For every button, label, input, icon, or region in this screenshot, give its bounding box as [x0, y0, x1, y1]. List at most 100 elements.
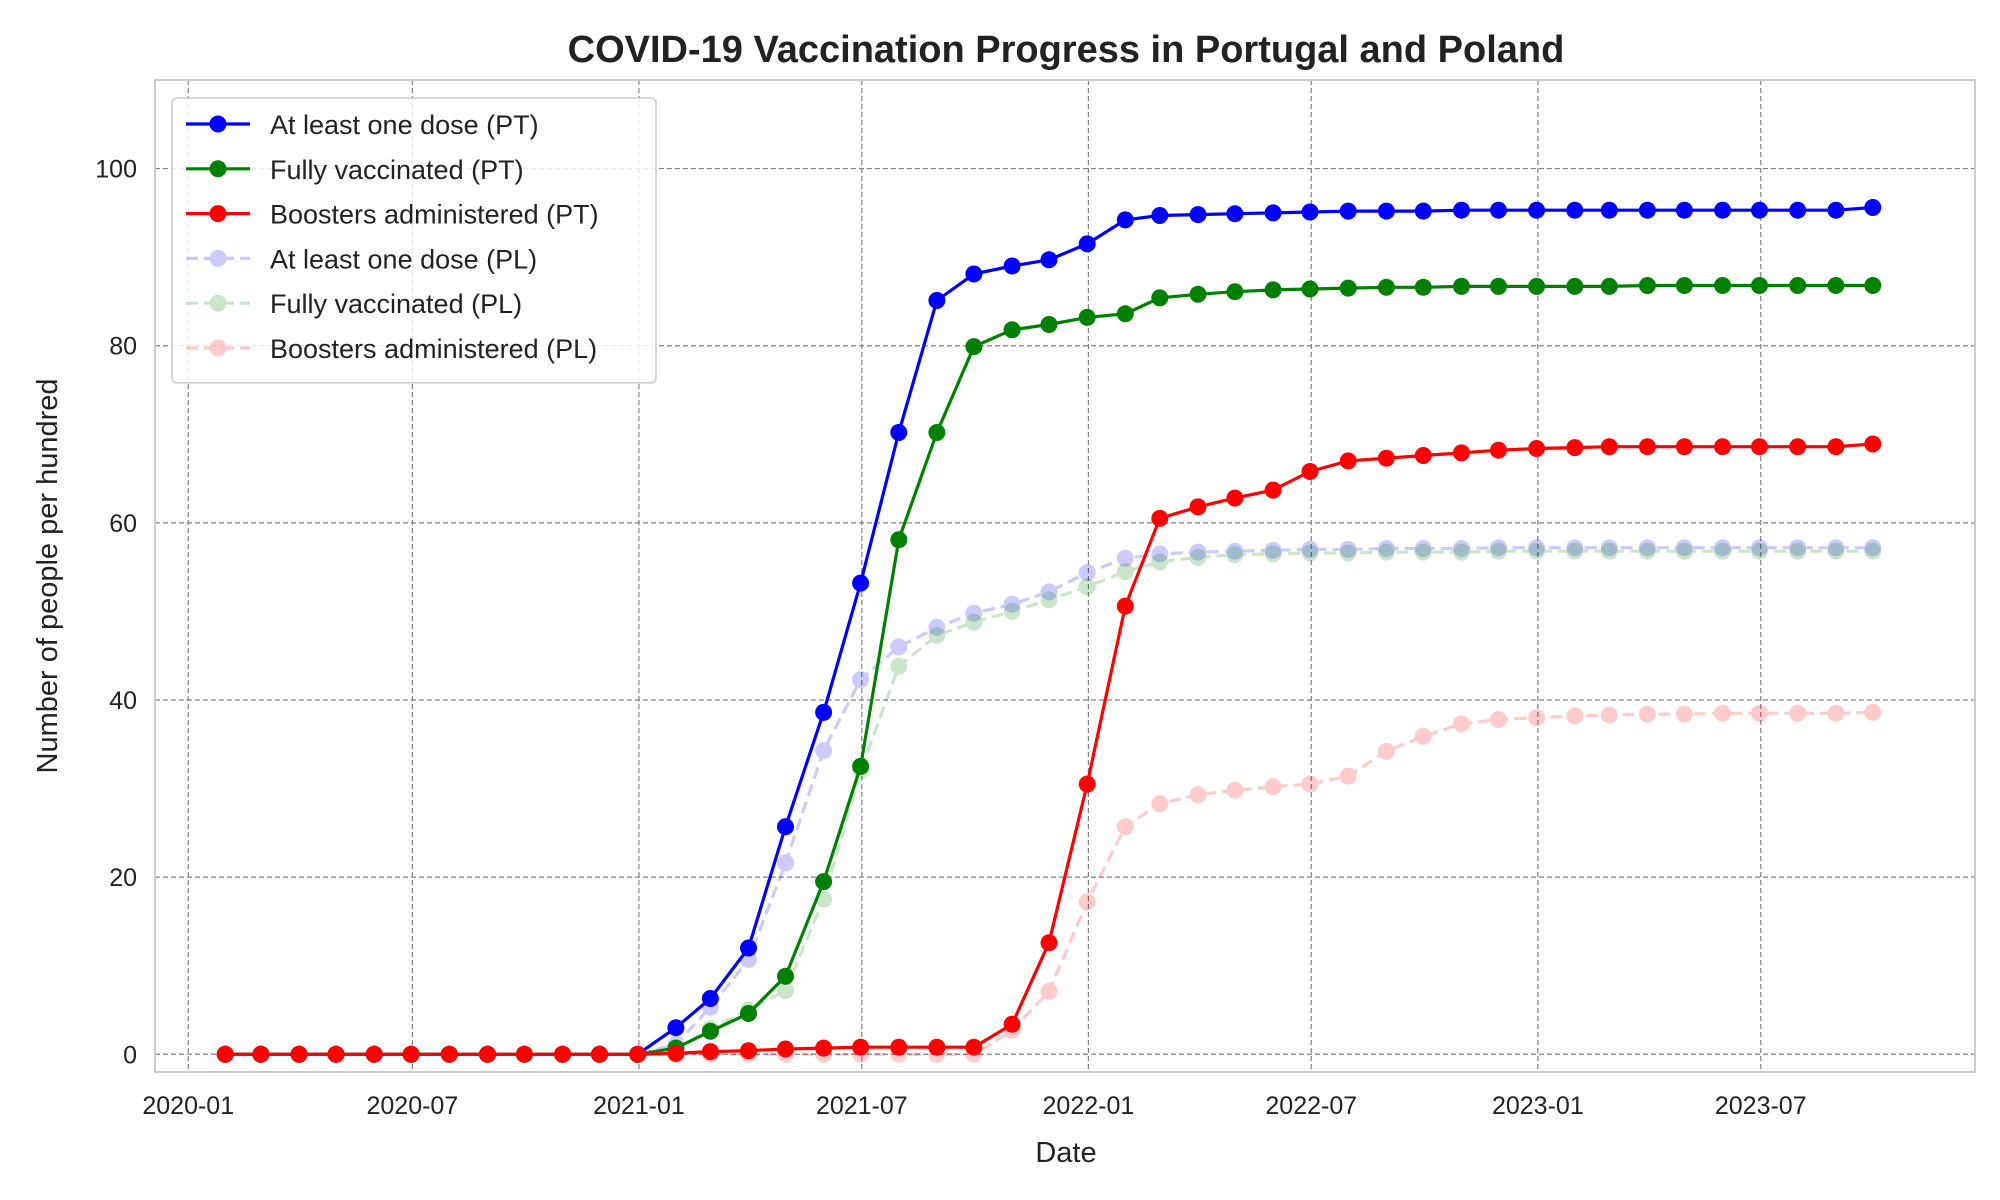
data-point — [1638, 539, 1656, 557]
data-point — [1864, 542, 1882, 560]
data-point — [701, 1022, 719, 1040]
series-line — [225, 442, 1873, 1056]
legend-marker — [209, 205, 227, 223]
data-point — [1414, 202, 1432, 220]
legend: At least one dose (PT) Fully vaccinated (… — [171, 97, 657, 384]
data-point — [1264, 545, 1282, 563]
data-point — [1789, 438, 1807, 456]
data-point — [1714, 542, 1732, 560]
data-point — [1116, 818, 1134, 836]
data-point — [1453, 540, 1470, 557]
legend-label: Fully vaccinated (PT) — [270, 155, 524, 185]
data-point — [1453, 543, 1470, 561]
data-point — [1040, 591, 1058, 609]
data-point — [1638, 201, 1656, 219]
data-point — [1566, 277, 1584, 295]
data-point — [928, 618, 946, 636]
data-point — [1003, 602, 1021, 620]
data-point — [1566, 707, 1584, 725]
data-point — [1751, 201, 1768, 219]
data-point — [1751, 704, 1768, 722]
data-point — [1490, 201, 1507, 219]
data-point — [1339, 202, 1357, 220]
data-point — [667, 1019, 685, 1037]
data-point — [1827, 542, 1845, 560]
legend-marker — [209, 294, 227, 312]
data-point — [965, 1038, 983, 1056]
legend-marker — [209, 115, 227, 133]
series-layer — [216, 199, 1882, 1063]
data-point — [1339, 544, 1357, 562]
data-point — [777, 967, 794, 985]
data-point — [1675, 542, 1693, 560]
data-point — [852, 757, 870, 775]
data-point — [1528, 542, 1546, 560]
data-point — [1566, 542, 1584, 560]
data-point — [1864, 703, 1882, 721]
legend-item — [186, 294, 250, 312]
data-point — [1301, 463, 1319, 480]
data-point — [1414, 543, 1432, 561]
data-point — [1827, 539, 1845, 557]
data-point — [591, 1045, 608, 1063]
data-point — [1116, 549, 1134, 567]
data-point — [1226, 283, 1244, 301]
data-point — [1301, 280, 1319, 298]
data-point — [1040, 982, 1058, 1000]
series-line — [225, 710, 1873, 1056]
data-point — [1714, 277, 1732, 294]
data-point — [1339, 767, 1357, 785]
data-point — [1414, 727, 1432, 745]
data-point — [1377, 202, 1395, 220]
data-point — [1339, 540, 1357, 558]
data-point — [1600, 277, 1618, 295]
plot-area-frame — [154, 79, 1976, 1073]
data-point — [815, 742, 833, 759]
data-point — [1528, 539, 1546, 557]
data-point — [1339, 452, 1357, 470]
data-point — [1226, 205, 1244, 223]
series-line — [225, 549, 1873, 1056]
data-point — [1189, 543, 1207, 561]
data-point — [852, 1038, 870, 1056]
data-point — [1377, 543, 1395, 561]
legend-item — [186, 339, 250, 357]
data-point — [1116, 563, 1134, 581]
data-point — [928, 292, 946, 309]
data-point — [327, 1045, 345, 1063]
data-point — [928, 1038, 946, 1056]
data-point — [479, 1045, 496, 1063]
legend-label: At least one dose (PT) — [270, 110, 539, 140]
data-point — [1151, 553, 1169, 571]
x-tick-label: 2020-01 — [142, 1092, 234, 1120]
data-point — [1714, 438, 1732, 456]
data-point — [515, 1045, 533, 1063]
data-point — [1078, 893, 1096, 911]
data-point — [667, 1044, 685, 1062]
data-point — [1490, 539, 1507, 557]
data-point — [1003, 595, 1021, 613]
y-tick-label: 80 — [109, 333, 137, 361]
data-point — [1078, 775, 1096, 793]
x-tick-label: 2021-01 — [593, 1092, 685, 1120]
data-point — [1264, 204, 1282, 222]
data-point — [890, 531, 908, 549]
data-point — [1675, 438, 1693, 456]
data-point — [777, 854, 794, 872]
data-point — [1490, 441, 1507, 459]
data-point — [890, 638, 908, 656]
data-point — [1414, 540, 1432, 557]
data-point — [1226, 546, 1244, 564]
data-point — [1827, 438, 1845, 456]
data-point — [1566, 539, 1584, 557]
data-point — [1116, 305, 1134, 323]
data-point — [1377, 540, 1395, 557]
data-point — [1714, 539, 1732, 557]
data-point — [777, 818, 794, 836]
data-point — [890, 1038, 908, 1056]
data-point — [1789, 539, 1807, 557]
data-point — [1600, 438, 1618, 456]
data-point — [216, 1045, 234, 1063]
x-tick-label: 2022-07 — [1265, 1092, 1357, 1120]
